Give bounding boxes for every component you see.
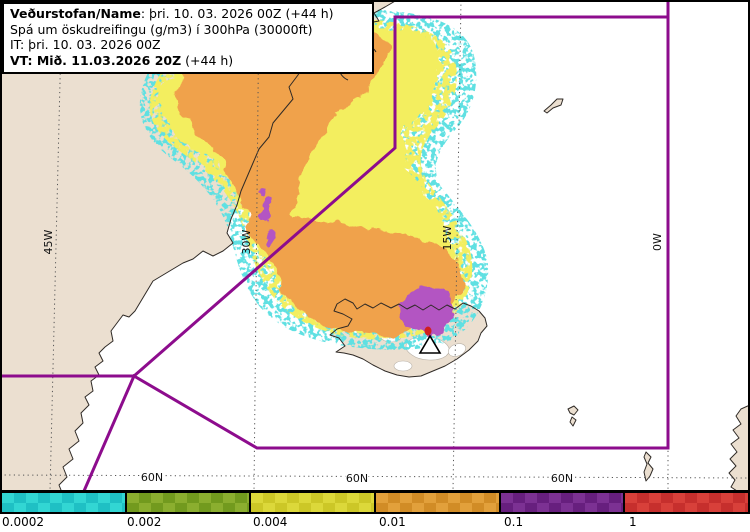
- iceland-coastline: [329, 298, 488, 378]
- map-border: [0, 0, 750, 491]
- legend-value-1: 0.002: [127, 515, 162, 529]
- info-line-it: IT: þri. 10. 03. 2026 00Z: [10, 37, 161, 53]
- meridian-label-30w: 30W: [240, 229, 253, 254]
- scotland-landmass: [729, 405, 750, 491]
- legend-cell-0.002: [126, 493, 252, 512]
- legend-value-5: 1: [629, 515, 637, 529]
- map-canvas: 45W 30W 15W 0W 60N 60N 60N: [0, 0, 750, 491]
- legend-value-4: 0.1: [504, 515, 524, 529]
- graticule: [0, 0, 750, 491]
- parallel-60n: [0, 474, 750, 479]
- boundary-west-segment: [0, 15, 668, 378]
- parallel-label-60n-3: 60N: [551, 472, 573, 485]
- info-line-product: Spá um öskudreifingu (g/m3) í 300hPa (30…: [10, 21, 313, 37]
- ash-cloud: [139, 8, 489, 351]
- concentration-colorbar: [0, 491, 750, 514]
- meridian-label-45w: 45W: [42, 229, 55, 254]
- info-line-issued: Veðurstofan/Name: þri. 10. 03. 2026 00Z …: [10, 6, 366, 22]
- legend-value-3: 0.01: [379, 515, 406, 529]
- ash-purple-streaks: [259, 185, 276, 248]
- boundary-east-segment: [82, 1, 670, 491]
- valid-offset: (+44 h): [181, 52, 234, 68]
- meridian-label-15w: 15W: [441, 225, 454, 250]
- parallel-label-60n-1: 60N: [141, 471, 163, 484]
- ash-red-spot: [424, 326, 432, 336]
- agency-name: Veðurstofan/Name: [10, 6, 141, 21]
- greenland-landmass: [0, 0, 397, 491]
- forecast-info-box: Veðurstofan/Name: þri. 10. 03. 2026 00Z …: [2, 2, 374, 75]
- legend-cell-0.1: [500, 493, 626, 512]
- legend-cell-0.0002: [2, 493, 127, 512]
- jan-mayen-coastline: [543, 98, 564, 114]
- legend-value-2: 0.004: [253, 515, 288, 529]
- legend-cell-0.01: [376, 493, 501, 512]
- parallel-label-60n-2: 60N: [346, 472, 368, 485]
- faroe-coastline: [567, 405, 579, 427]
- volcano-marker: [418, 334, 442, 354]
- issue-time: : þri. 10. 03. 2026 00Z (+44 h): [140, 6, 334, 21]
- info-line-vt: VT: Mið. 11.03.2026 20Z (+44 h): [10, 53, 366, 69]
- legend-value-0: 0.0002: [2, 515, 44, 529]
- valid-time: VT: Mið. 11.03.2026 20Z: [10, 52, 182, 68]
- shetland-coastline: [643, 451, 654, 482]
- jan-mayen-island: [544, 99, 563, 113]
- colorbar-labels: 0.0002 0.002 0.004 0.01 0.1 1: [0, 513, 750, 532]
- ash-purple-blob: [399, 287, 455, 336]
- graticule-labels: 45W 30W 15W 0W 60N 60N 60N: [42, 225, 664, 486]
- legend-cell-1: [625, 493, 749, 512]
- map-svg: 45W 30W 15W 0W 60N 60N 60N: [0, 0, 750, 491]
- ash-orange-upper: [177, 29, 391, 248]
- legend-cell-0.004: [251, 493, 377, 512]
- boundary-polygon: [0, 1, 670, 491]
- meridian-label-0w: 0W: [651, 233, 664, 251]
- scotland-coastline: [728, 404, 750, 491]
